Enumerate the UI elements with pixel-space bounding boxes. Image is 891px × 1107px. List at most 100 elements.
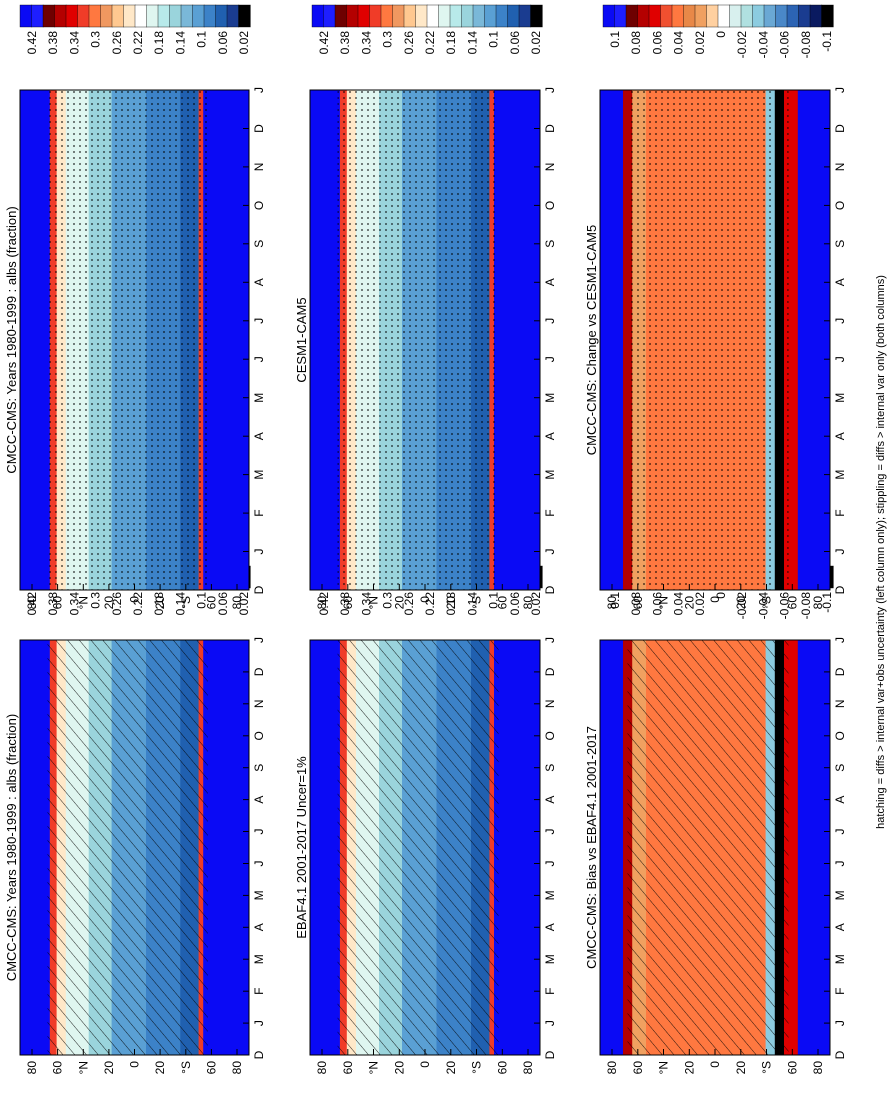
colorbar-swatch: [786, 4, 800, 28]
x-tick-label: N: [252, 163, 266, 172]
y-tick-label: 20: [682, 1061, 696, 1075]
x-tick-label: F: [833, 509, 847, 516]
x-tick-label: J: [833, 1020, 847, 1026]
colorbar-swatch: [671, 4, 685, 28]
x-tick-label: J: [543, 87, 557, 93]
panel-top-left: D J F M A M J J A S O N D J 80 60 °N 20 0 20 °S 60 80 CMCC-CMS:…: [4, 565, 266, 1074]
y-tick-label: 0: [418, 596, 432, 603]
colorbar-swatch: [637, 4, 650, 28]
colorbar-label: 0.06: [216, 592, 230, 616]
heatmap-band: [203, 90, 250, 590]
colorbar: 0.1 0.08 0.06 0.04 0.02 0 -0.02 -0.04 -0.06 -0.08…: [602, 4, 834, 59]
x-tick-label: M: [543, 393, 557, 403]
colorbar-swatch: [65, 4, 79, 28]
y-tick-label: 20: [734, 596, 748, 610]
x-tick-label: D: [833, 124, 847, 133]
colorbar-swatch: [215, 4, 228, 28]
colorbar-label: 0.34: [359, 31, 373, 55]
colorbar-swatch: [134, 4, 148, 28]
colorbar-swatch: [123, 4, 136, 28]
y-tick-label: 80: [521, 1061, 535, 1075]
y-tick-label: 20: [682, 596, 696, 610]
y-tick-label: °N: [657, 1061, 671, 1074]
x-tick-label: A: [252, 278, 266, 286]
y-tick-label: 0: [128, 596, 142, 603]
y-tick-label: 0: [418, 1061, 432, 1068]
x-tick-label: O: [252, 201, 266, 210]
x-tick-label: D: [833, 667, 847, 676]
stippling-overlay: [47, 90, 208, 590]
hatching-overlay: [627, 640, 789, 1055]
y-tick-label: 20: [392, 596, 406, 610]
x-tick-label: A: [543, 432, 557, 440]
x-tick-label: M: [833, 470, 847, 480]
colorbar-label: -0.1: [820, 31, 834, 52]
x-tick-label: J: [252, 829, 266, 835]
colorbar-swatch: [192, 4, 205, 28]
colorbar-swatch: [449, 4, 463, 28]
colorbar-swatch: [323, 4, 336, 28]
y-tick-label: 20: [102, 596, 116, 610]
heatmap-band: [494, 640, 541, 1055]
colorbar-swatch: [484, 4, 497, 28]
y-tick-label: 80: [25, 596, 39, 610]
x-tick-label: J: [543, 1020, 557, 1026]
colorbar-label: 0.02: [529, 592, 543, 616]
y-tick-label: 60: [495, 596, 509, 610]
x-tick-label: M: [833, 890, 847, 900]
colorbar-swatch: [146, 4, 159, 28]
y-tick-label: 60: [495, 1061, 509, 1075]
x-tick-label: J: [543, 829, 557, 835]
y-tick-label: °S: [760, 1061, 774, 1074]
colorbar-label: -0.02: [735, 592, 749, 620]
y-tick-label: °N: [76, 1061, 90, 1074]
y-tick-label: °N: [657, 596, 671, 609]
x-tick-label: M: [252, 393, 266, 403]
colorbar-label: 0.14: [465, 31, 479, 55]
panel-top-right: D J F M A M J J A S O N D J 80 60 °N 20 0 20 °S 60 80 CMCC-CMS:…: [4, 4, 266, 610]
y-tick-label: 20: [444, 1061, 458, 1075]
hatching-overlay: [337, 640, 499, 1055]
colorbar-label: 0.14: [465, 592, 479, 616]
colorbar-swatch: [180, 4, 194, 28]
y-tick-label: 60: [785, 596, 799, 610]
colorbar-swatch: [648, 4, 662, 28]
colorbar-label: 0.02: [693, 592, 707, 616]
x-tick-label: D: [543, 1050, 557, 1059]
colorbar-swatch: [415, 4, 428, 28]
x-tick-label: D: [833, 1050, 847, 1059]
colorbar-label: -0.08: [799, 31, 813, 59]
x-tick-label: M: [833, 393, 847, 403]
colorbar-swatch: [31, 4, 44, 28]
colorbar-label: -0.06: [778, 31, 792, 59]
x-tick-label: M: [252, 954, 266, 964]
x-tick-label: M: [252, 470, 266, 480]
x-tick-label: S: [252, 764, 266, 772]
colorbar-label: 0: [714, 592, 728, 599]
x-tick-label: F: [833, 988, 847, 995]
x-tick-label: S: [543, 240, 557, 248]
colorbar-swatch: [238, 4, 251, 28]
colorbar-swatch: [683, 4, 696, 28]
x-tick-label: J: [252, 356, 266, 362]
x-tick-label: O: [833, 201, 847, 210]
y-tick-label: 80: [521, 596, 535, 610]
hatching-overlay: [47, 640, 208, 1055]
y-tick-label: 80: [811, 596, 825, 610]
x-tick-label: J: [543, 356, 557, 362]
colorbar-swatch: [798, 4, 811, 28]
x-tick-label: D: [252, 124, 266, 133]
colorbar-swatch: [602, 4, 616, 28]
colorbar-swatch: [426, 4, 440, 28]
colorbar-label: 0.42: [25, 592, 39, 616]
colorbar-label: -0.04: [756, 31, 770, 59]
colorbar-swatch: [660, 4, 673, 28]
x-tick-label: N: [543, 699, 557, 708]
colorbar-label: 0.42: [317, 31, 331, 55]
x-tick-label: A: [543, 923, 557, 931]
y-tick-label: 80: [315, 1061, 329, 1075]
panel-title: CMCC-CMS: Bias vs EBAF4.1 2001-2017: [584, 726, 599, 969]
colorbar-label: 0.38: [338, 31, 352, 55]
colorbar-label: 0.1: [487, 592, 501, 609]
